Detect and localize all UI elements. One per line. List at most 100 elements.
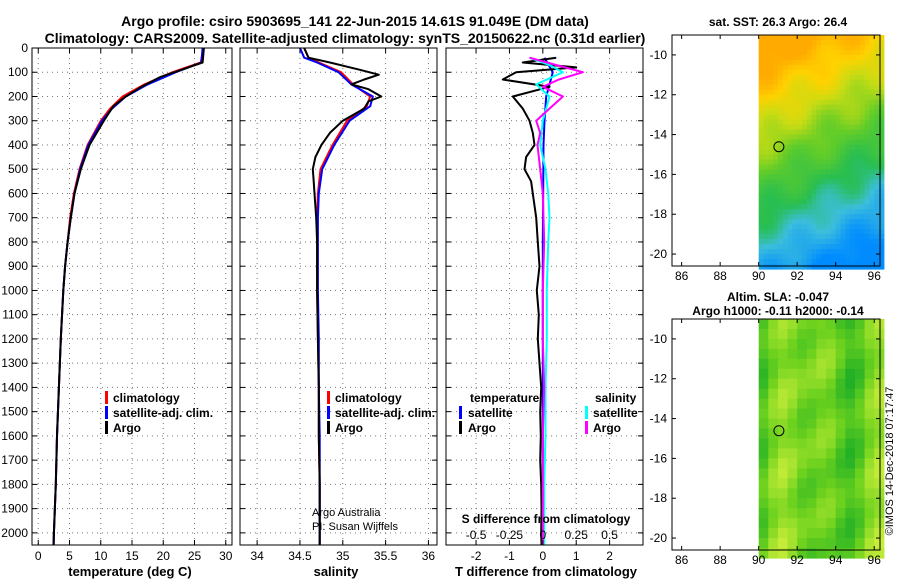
map-cell	[816, 538, 827, 549]
map-cell	[830, 124, 837, 131]
map-cell	[811, 119, 817, 126]
map-cell	[797, 214, 803, 220]
legend-label-argo: Argo	[113, 421, 141, 435]
map-cell	[874, 234, 880, 240]
map-cell	[802, 84, 808, 91]
map-cell	[864, 229, 870, 235]
map-cell	[845, 378, 856, 390]
map-cell	[773, 239, 779, 245]
map-cell	[835, 54, 842, 61]
map-cell	[879, 184, 885, 190]
map-cell	[840, 64, 846, 71]
map-cell	[821, 174, 827, 180]
map-cell	[806, 94, 813, 101]
x-tick-label: 1	[573, 549, 580, 563]
map-cell	[835, 458, 846, 469]
map-cell	[763, 114, 769, 121]
map-cell	[835, 119, 842, 126]
map-cell	[773, 159, 779, 166]
map-cell	[763, 194, 769, 200]
map-cell	[821, 199, 827, 205]
map-cell	[758, 45, 765, 51]
map-cell	[773, 79, 779, 86]
map-cell	[806, 478, 817, 489]
map-cell	[787, 458, 798, 469]
map-cell	[763, 40, 769, 46]
map-cell	[869, 189, 875, 195]
map-cell	[850, 194, 856, 200]
map-cell	[768, 189, 774, 195]
map-cell	[758, 35, 765, 41]
map-cell	[806, 438, 817, 450]
map-cell	[826, 189, 832, 195]
map-cell	[855, 194, 861, 200]
map-cell	[787, 259, 793, 265]
map-cell	[768, 109, 774, 116]
map-cell	[768, 229, 774, 235]
map-cell	[816, 528, 827, 539]
map-cell	[773, 64, 779, 71]
map-x-tick-label: 92	[791, 269, 805, 283]
map-cell	[840, 104, 846, 111]
map-cell	[787, 478, 798, 489]
map-cell	[855, 129, 861, 136]
map-cell	[797, 418, 808, 430]
map-cell	[811, 224, 817, 230]
map-cell	[782, 139, 789, 146]
map-cell	[826, 204, 832, 210]
map-cell	[806, 119, 813, 126]
map-cell	[802, 194, 808, 200]
map-cell	[787, 508, 798, 519]
plot-frame	[445, 47, 644, 546]
map-cell	[816, 234, 822, 240]
legend-swatch-t-satellite	[459, 406, 462, 419]
map-cell	[816, 408, 827, 420]
map-cell	[816, 59, 822, 66]
map-cell	[859, 94, 866, 101]
map-cell	[864, 508, 875, 519]
map-cell	[792, 184, 798, 190]
map-cell	[758, 124, 765, 131]
map-cell	[879, 179, 885, 185]
map-cell	[758, 199, 765, 205]
map-cell	[758, 169, 765, 175]
map-cell	[806, 74, 813, 81]
map-cell	[840, 159, 846, 166]
map-cell	[826, 89, 832, 96]
y-tick-label: 1500	[1, 405, 28, 419]
map-cell	[864, 368, 875, 380]
map-cell	[792, 179, 798, 185]
map-cell	[787, 179, 793, 185]
map-cell	[874, 194, 880, 200]
map-cell	[850, 259, 856, 265]
map-cell	[782, 174, 789, 180]
map-cell	[787, 234, 793, 240]
map-cell	[874, 109, 880, 116]
map-cell	[792, 144, 798, 151]
map-cell	[855, 124, 861, 131]
map-cell	[777, 194, 784, 200]
map-cell	[850, 139, 856, 146]
x-tick-label: 15	[125, 549, 139, 563]
map-cell	[830, 189, 837, 195]
legend-swatch-climatology	[327, 391, 330, 404]
map-cell	[826, 214, 832, 220]
map-cell	[763, 89, 769, 96]
map-cell	[773, 154, 779, 161]
map-cell	[845, 244, 851, 250]
map-cell	[768, 468, 779, 479]
map-cell	[864, 119, 870, 126]
map-cell	[859, 109, 866, 116]
map-cell	[802, 189, 808, 195]
map-cell	[869, 159, 875, 166]
map-cell	[845, 164, 851, 170]
y-tick-label: 1000	[1, 283, 28, 297]
map-cell	[797, 99, 803, 106]
map-cell	[879, 89, 885, 96]
map-cell	[864, 164, 870, 170]
map-cell	[768, 74, 774, 81]
map-cell	[806, 69, 813, 76]
map-cell	[840, 254, 846, 260]
map-cell	[859, 114, 866, 121]
map-cell	[792, 219, 798, 225]
